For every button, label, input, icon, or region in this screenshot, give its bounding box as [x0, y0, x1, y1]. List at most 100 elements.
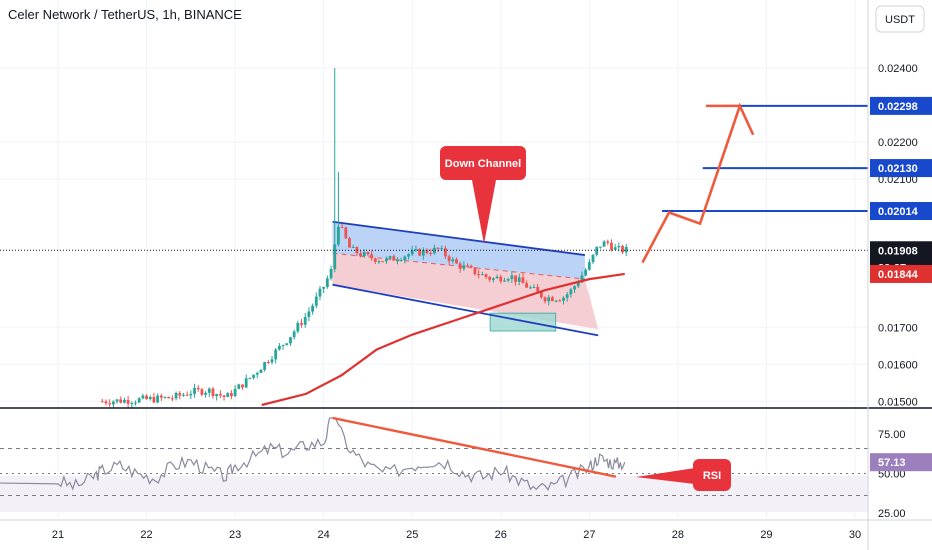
candle-body [111, 401, 115, 405]
candle-body [145, 395, 148, 400]
candle-body [215, 394, 219, 397]
time-tick-label: 22 [140, 529, 152, 541]
candle-body [469, 265, 473, 268]
candle-body [403, 256, 407, 261]
candle-body [296, 323, 300, 332]
candle-body [351, 247, 355, 249]
candle-body [458, 263, 462, 269]
candle-body [407, 254, 410, 257]
candle-body [558, 300, 562, 302]
candle-body [174, 392, 178, 399]
candle-body [562, 297, 565, 301]
candle-body [414, 249, 418, 251]
candle-body [503, 280, 506, 282]
rsi-tick-label: 75.00 [878, 429, 906, 441]
candle-body [610, 242, 613, 250]
channel-upper-line [332, 220, 586, 256]
time-tick-label: 27 [583, 529, 595, 541]
candle-body [281, 344, 285, 346]
price-tag-bg [870, 264, 932, 283]
currency-button[interactable]: USDT [875, 5, 925, 33]
candle-body [565, 294, 569, 298]
candle-body [473, 267, 477, 275]
candle-body [554, 300, 558, 302]
candle-body [532, 287, 536, 289]
candle-body [580, 275, 584, 283]
candle-body [218, 394, 222, 396]
moving-average [261, 272, 625, 407]
candle-body [396, 260, 399, 262]
candle-body [384, 258, 388, 262]
resistance-levels [0, 104, 868, 251]
candle-body [362, 252, 366, 257]
candle-body [193, 387, 196, 394]
channel-upper-fill [332, 221, 585, 280]
candle-body [377, 261, 381, 263]
candle-body [285, 343, 289, 345]
candle-body [543, 297, 547, 302]
candle-body [599, 246, 602, 248]
candle-body [337, 226, 340, 245]
candle-body [462, 265, 466, 269]
candle-body [185, 394, 189, 396]
candle-body [621, 245, 624, 253]
candle-body [373, 258, 377, 262]
projection-path [641, 102, 755, 264]
time-tick-label: 21 [52, 529, 64, 541]
currency-label: USDT [885, 14, 915, 26]
price-tags: 0.022980.021300.020140.0190832:270.01844… [870, 96, 932, 505]
candle-body [547, 297, 551, 302]
candle-body [123, 399, 126, 403]
candle-body [370, 254, 374, 259]
time-tick-label: 24 [318, 529, 330, 541]
rsi-tag-label: 36.14 [878, 491, 906, 503]
price-tag-bg [870, 96, 932, 115]
candle-body [148, 396, 152, 400]
candle-body [182, 394, 185, 396]
candle-body [159, 395, 163, 398]
candle-body [152, 396, 156, 403]
candle-body [196, 387, 200, 390]
rsi-callout-text: RSI [703, 470, 721, 482]
candle-body [584, 269, 588, 276]
candle-body [421, 249, 425, 256]
price-tag-bg [870, 202, 932, 221]
candle-body [613, 247, 617, 250]
candle-body [477, 274, 481, 276]
candle-body [311, 305, 314, 312]
candle-body [573, 286, 576, 290]
candle-body [274, 349, 278, 360]
candle-body [444, 248, 447, 257]
candle-body [410, 250, 414, 255]
rsi-tag-bg [870, 486, 932, 505]
candle-body [569, 289, 573, 295]
chart-title: Celer Network / TetherUS, 1h, BINANCE [8, 7, 242, 22]
time-axis[interactable]: 21 22 23 24 25 26 27 28 29 30 [52, 529, 861, 541]
price-tag-label: 0.01908 [878, 245, 918, 257]
rsi-tick-label: 50.00 [878, 469, 906, 481]
candle-body [167, 396, 171, 399]
candle-body [318, 288, 322, 297]
candle-body [484, 274, 488, 277]
rsi-tag-bg [870, 453, 932, 472]
candle-body [499, 276, 503, 282]
candle-body [259, 369, 263, 373]
candle-body [521, 277, 525, 284]
price-axis[interactable]: 0.02400 0.02200 0.02100 0.01700 0.01600 0.015… [878, 63, 918, 520]
candle-body [436, 247, 440, 249]
price-tick-label: 0.01700 [878, 322, 918, 334]
price-tag-label: 0.02014 [878, 206, 919, 218]
candle-body [528, 287, 532, 289]
rsi-trendline [332, 416, 617, 478]
down-channel [332, 220, 599, 337]
candle-body [432, 247, 436, 254]
candle-body [263, 362, 267, 370]
candle-body [104, 401, 108, 404]
down-channel-callout-box [440, 146, 526, 180]
rsi-background-band [0, 476, 868, 512]
rsi-pane [0, 416, 868, 497]
channel-midline [332, 252, 585, 280]
candle-body [156, 395, 160, 403]
candle-body [270, 359, 274, 363]
